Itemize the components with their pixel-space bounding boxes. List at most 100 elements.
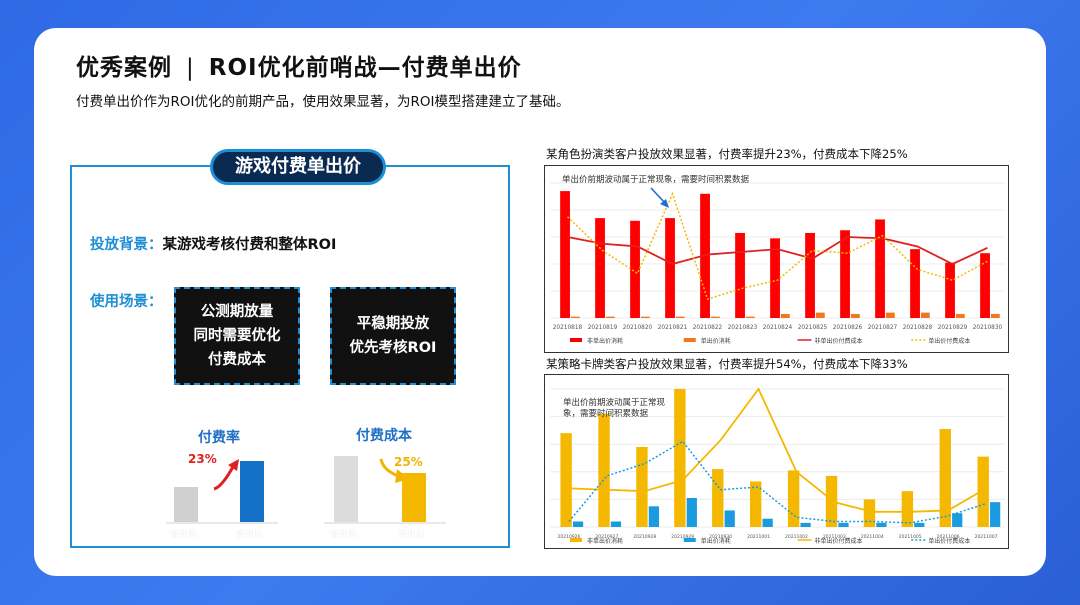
x-tick-label: 20210930	[709, 534, 732, 540]
legend-swatch	[570, 538, 582, 542]
bar-secondary	[780, 313, 790, 318]
mini-bar-before	[334, 456, 358, 522]
bar-secondary	[920, 312, 930, 318]
x-tick-label: 20210823	[728, 325, 758, 331]
chart-bottom: 20210926 20210927 20210928 20210929 20210930…	[550, 387, 1005, 545]
bar-secondary	[850, 313, 860, 318]
chart-annotation: 象，需要时间积累数据	[563, 408, 649, 419]
chart-frame-top: 20210818 20210819 20210820 20210821 20210822…	[544, 165, 1009, 353]
bar-main	[560, 433, 572, 527]
bar-secondary	[838, 522, 849, 527]
mini-xlabel-after: 使用后	[398, 530, 426, 540]
x-tick-label: 20211005	[899, 534, 922, 540]
bar-secondary	[914, 522, 925, 527]
x-tick-label: 20210929	[671, 534, 694, 540]
bar-main	[560, 191, 570, 318]
scene-b-line: 优先考核ROI	[349, 340, 437, 356]
x-tick-label: 20210927	[595, 534, 618, 540]
series-dotted-line	[568, 440, 987, 524]
bar-main	[598, 413, 610, 527]
bar-secondary	[990, 313, 1000, 318]
scene-box-a: 公测期放量 同时需要优化 付费成本	[174, 287, 300, 385]
page-title: 优秀案例 | ROI优化前哨战—付费单出价	[76, 48, 522, 82]
scene-row: 使用场景：	[90, 290, 163, 311]
x-tick-label: 20210828	[903, 325, 933, 331]
x-tick-label: 20210819	[588, 325, 618, 331]
scene-a-line: 公测期放量	[200, 304, 274, 320]
bar-main	[674, 389, 686, 527]
bar-secondary	[610, 521, 622, 527]
bar-main	[863, 499, 876, 527]
mini-axis	[166, 522, 278, 524]
legend-swatch	[683, 338, 696, 342]
x-tick-label: 20210827	[868, 325, 898, 331]
series-dotted-line	[566, 191, 988, 301]
background-value: 某游戏考核付费和整体ROI	[162, 237, 337, 253]
bar-secondary	[955, 313, 965, 318]
bar-main	[805, 232, 815, 318]
chart-caption-top: 某角色扮演类客户投放效果显著，付费率提升23%，付费成本下降25%	[546, 147, 908, 161]
bar-main	[750, 481, 762, 527]
legend-label: 非单出价消耗	[587, 337, 623, 345]
series-line	[567, 236, 988, 265]
bar-main	[712, 469, 724, 527]
chart-annotation: 单出价前期波动属于正常现象，需要时间积累数据	[562, 174, 750, 185]
bar-secondary	[815, 312, 825, 318]
bar-main	[636, 446, 648, 527]
x-tick-label: 20210928	[633, 534, 656, 540]
mini-chart-title-rate: 付费率	[198, 430, 240, 446]
x-tick-label: 20211002	[785, 534, 808, 540]
bar-main	[939, 429, 951, 527]
bar-secondary	[724, 510, 735, 527]
bar-main	[977, 456, 989, 527]
bar-secondary	[745, 316, 755, 318]
bar-main	[980, 253, 990, 318]
bar-secondary	[605, 316, 615, 318]
mini-chart-title-cost: 付费成本	[356, 428, 412, 444]
chart-caption-bottom: 某策略卡牌类客户投放效果显著，付费率提升54%，付费成本下降33%	[546, 357, 908, 371]
bar-secondary	[572, 521, 584, 527]
bar-secondary	[800, 522, 811, 527]
title-separator: |	[186, 55, 195, 81]
x-tick-label: 20211001	[747, 534, 770, 540]
bar-main	[665, 218, 675, 318]
x-tick-label: 20210820	[623, 325, 653, 331]
bar-main	[595, 218, 605, 318]
x-tick-label: 20210818	[553, 325, 583, 331]
legend-label: 单出价消耗	[701, 337, 731, 345]
bar-secondary	[762, 518, 773, 527]
legend-label: 单出价付费成本	[928, 537, 970, 545]
scene-b-line: 平稳期投放	[356, 316, 430, 332]
bar-main	[770, 238, 780, 318]
chart-frame-bottom: 20210926 20210927 20210928 20210929 20210930…	[544, 374, 1009, 549]
x-tick-label: 20210830	[973, 325, 1003, 331]
bar-secondary	[640, 316, 650, 318]
series-line	[568, 387, 987, 513]
x-tick-label: 20211007	[975, 534, 998, 540]
mini-bar-after	[402, 472, 426, 522]
mini-chart-pct-cost: 25%	[394, 455, 423, 469]
bar-secondary	[648, 506, 660, 527]
bar-secondary	[990, 502, 1001, 527]
background-key: 投放背景：	[90, 237, 163, 253]
bar-main	[825, 475, 838, 527]
mini-xlabel-before: 使用前	[330, 530, 358, 540]
mini-axis	[324, 522, 446, 524]
x-tick-label: 20211004	[861, 534, 884, 540]
bar-main	[945, 262, 955, 318]
bar-main	[787, 470, 800, 527]
case-panel: 游戏付费单出价 投放背景：某游戏考核付费和整体ROI 使用场景： 公测期放量 同…	[70, 149, 510, 548]
scene-a-line: 同时需要优化	[193, 328, 281, 344]
mini-chart-pct-rate: 23%	[188, 452, 217, 466]
bar-main	[735, 232, 745, 318]
legend-label: 非单出价付费成本	[815, 537, 863, 545]
x-tick-label: 20210822	[693, 325, 723, 331]
x-tick-label: 20210821	[658, 325, 688, 331]
legend-label: 非单出价消耗	[587, 537, 623, 545]
mini-bar-after	[240, 460, 264, 522]
mini-xlabel-after: 使用后	[236, 530, 264, 540]
title-right: ROI优化前哨战—付费单出价	[208, 55, 522, 81]
x-tick-label: 20210829	[938, 325, 968, 331]
chart-annotation: 单出价前期波动属于正常现	[563, 397, 666, 408]
panel-tag: 游戏付费单出价	[210, 149, 386, 185]
